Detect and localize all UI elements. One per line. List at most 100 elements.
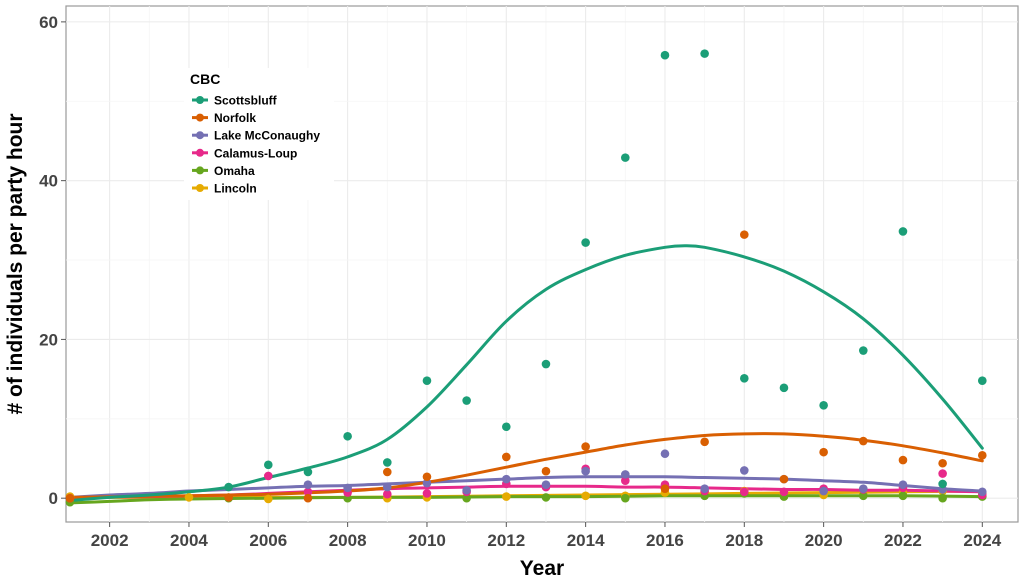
legend-key-point bbox=[196, 166, 204, 175]
y-tick-label: 40 bbox=[39, 172, 58, 191]
x-tick-label: 2008 bbox=[329, 531, 367, 550]
point-lake-mcconaughy bbox=[422, 478, 432, 488]
point-norfolk bbox=[303, 493, 313, 503]
point-norfolk bbox=[224, 493, 233, 502]
point-scottsbluff bbox=[660, 50, 670, 60]
legend-items: Scottsbluff Norfolk Lake McConaughy Calamus… bbox=[192, 94, 320, 196]
y-tick-label: 0 bbox=[49, 489, 58, 508]
point-scottsbluff bbox=[343, 431, 352, 441]
x-tick-label: 2002 bbox=[91, 531, 129, 550]
legend-background bbox=[184, 68, 334, 200]
legend-key-point bbox=[196, 148, 204, 157]
point-lake-mcconaughy bbox=[343, 483, 352, 493]
x-tick-label: 2012 bbox=[487, 531, 525, 550]
legend-key-point bbox=[196, 184, 204, 192]
point-norfolk bbox=[65, 493, 75, 503]
point-calamus-loup bbox=[779, 487, 789, 497]
point-norfolk bbox=[740, 230, 749, 239]
point-norfolk bbox=[422, 472, 432, 482]
legend-key-point bbox=[196, 131, 204, 140]
data-points bbox=[65, 49, 987, 507]
axes: 2002 2004 2006 2008 2010 2012 2014 2016 2018 2020… bbox=[39, 13, 1002, 550]
point-lake-mcconaughy bbox=[859, 484, 868, 493]
legend-item-norfolk: Norfolk bbox=[192, 111, 256, 125]
point-lincoln bbox=[264, 494, 273, 504]
point-omaha bbox=[462, 493, 471, 503]
point-omaha bbox=[898, 491, 908, 501]
point-lake-mcconaughy bbox=[898, 480, 908, 489]
point-lincoln bbox=[502, 492, 511, 501]
legend-item-omaha: Omaha bbox=[192, 164, 255, 178]
x-tick-label: 2020 bbox=[805, 531, 843, 550]
x-tick-label: 2004 bbox=[170, 531, 208, 550]
legend-label: Lake McConaughy bbox=[214, 129, 320, 143]
y-tick-label: 60 bbox=[39, 13, 58, 32]
point-omaha bbox=[859, 491, 868, 501]
point-scottsbluff bbox=[779, 383, 789, 393]
x-tick-label: 2018 bbox=[725, 531, 763, 550]
point-scottsbluff bbox=[621, 153, 630, 162]
point-scottsbluff bbox=[383, 458, 392, 467]
point-calamus-loup bbox=[740, 487, 749, 497]
legend-label: Omaha bbox=[214, 164, 255, 178]
point-lake-mcconaughy bbox=[819, 486, 828, 496]
x-axis-title: Year bbox=[520, 557, 564, 580]
x-tick-label: 2006 bbox=[249, 531, 287, 550]
point-norfolk bbox=[541, 466, 551, 476]
x-tick-label: 2016 bbox=[646, 531, 684, 550]
point-calamus-loup bbox=[303, 487, 313, 497]
point-scottsbluff bbox=[819, 401, 828, 410]
point-scottsbluff bbox=[224, 482, 233, 492]
x-tick-label: 2014 bbox=[567, 531, 605, 550]
x-tick-label: 2010 bbox=[408, 531, 446, 550]
point-norfolk bbox=[779, 474, 789, 484]
point-lake-mcconaughy bbox=[740, 466, 749, 475]
legend-label: Scottsbluff bbox=[214, 94, 278, 108]
point-lincoln bbox=[184, 493, 194, 502]
point-lake-mcconaughy bbox=[621, 470, 630, 479]
y-tick-label: 20 bbox=[39, 330, 58, 349]
point-scottsbluff bbox=[581, 238, 590, 247]
legend-title: CBC bbox=[190, 71, 220, 87]
point-norfolk bbox=[938, 458, 947, 468]
legend-label: Calamus-Loup bbox=[214, 146, 297, 160]
point-norfolk bbox=[700, 437, 709, 447]
point-norfolk bbox=[898, 455, 908, 465]
point-norfolk bbox=[978, 451, 987, 460]
point-omaha bbox=[938, 493, 947, 503]
point-lake-mcconaughy bbox=[541, 480, 551, 489]
legend-label: Lincoln bbox=[214, 182, 257, 196]
legend: CBC Scottsbluff Norfolk Lake McConaughy Cal… bbox=[184, 68, 334, 200]
point-scottsbluff bbox=[462, 396, 471, 405]
legend-label: Norfolk bbox=[214, 111, 256, 125]
legend-item-lincoln: Lincoln bbox=[192, 182, 257, 196]
point-scottsbluff bbox=[859, 346, 868, 355]
point-scottsbluff bbox=[502, 422, 511, 432]
legend-item-calamus-loup: Calamus-Loup bbox=[192, 146, 297, 160]
point-calamus-loup bbox=[938, 469, 947, 478]
legend-key-point bbox=[196, 96, 204, 104]
point-calamus-loup bbox=[383, 489, 392, 499]
legend-item-lake-mcconaughy: Lake McConaughy bbox=[192, 129, 320, 143]
point-norfolk bbox=[502, 452, 511, 462]
point-lake-mcconaughy bbox=[700, 484, 709, 493]
point-norfolk bbox=[660, 484, 670, 493]
x-tick-label: 2024 bbox=[963, 531, 1001, 550]
point-scottsbluff bbox=[898, 227, 908, 236]
point-lake-mcconaughy bbox=[660, 449, 670, 459]
point-norfolk bbox=[581, 442, 590, 451]
point-norfolk bbox=[383, 467, 392, 477]
point-scottsbluff bbox=[938, 479, 947, 489]
point-calamus-loup bbox=[264, 471, 273, 481]
point-calamus-loup bbox=[422, 489, 432, 498]
point-scottsbluff bbox=[264, 460, 273, 470]
point-lake-mcconaughy bbox=[383, 482, 392, 492]
point-scottsbluff bbox=[541, 359, 551, 369]
y-axis-title: # of individuals per party hour bbox=[4, 113, 27, 414]
point-scottsbluff bbox=[740, 374, 749, 383]
smooth-line-norfolk bbox=[68, 432, 984, 499]
x-tick-label: 2022 bbox=[884, 531, 922, 550]
point-calamus-loup bbox=[621, 476, 630, 486]
point-norfolk bbox=[859, 436, 868, 446]
